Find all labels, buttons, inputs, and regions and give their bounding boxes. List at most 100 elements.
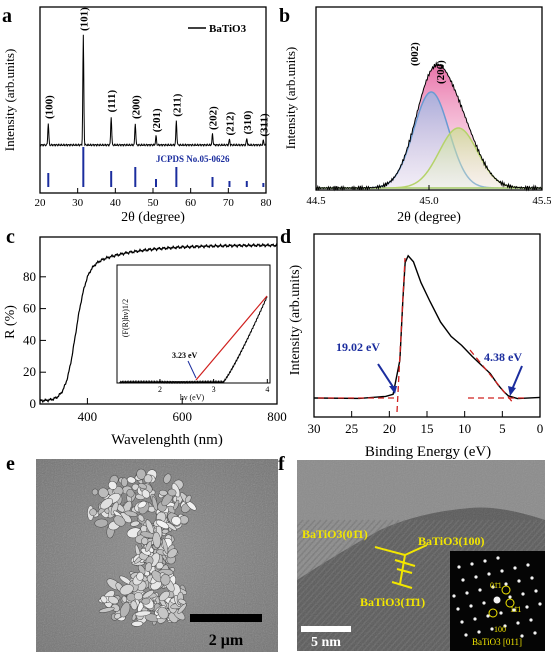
panel-c-ytick-label-1: 20: [23, 364, 36, 379]
panel-a-peak-label-6: (202): [208, 106, 220, 130]
panel-e-scale-label: 2 μm: [209, 632, 244, 649]
panel-f-saed-spot: [457, 565, 461, 569]
panel-e-particle: [144, 562, 153, 572]
panel-a-peak-label-4: (201): [151, 108, 163, 132]
panel-c-frame: [39, 236, 278, 405]
panel-c-xlabel: Wavelenghth (nm): [111, 432, 223, 448]
panel-c-inset-xtick-label-0: 2: [158, 385, 162, 394]
panel-a-xtick-label-5: 70: [223, 197, 235, 209]
panel-e-particle: [121, 595, 128, 603]
panel-label-c: c: [6, 226, 15, 248]
panel-f-saed-spot: [470, 562, 474, 566]
panel-e-particle: [173, 499, 180, 511]
panel-b-ylabel: Intensity (arb.units): [283, 47, 298, 150]
panel-e-particle: [142, 589, 154, 599]
panel-f-saed-spot: [483, 559, 487, 563]
panel-label-d: d: [280, 226, 291, 248]
panel-c-inset-arrow: [187, 360, 197, 379]
panel-d-edge-fit: [396, 257, 406, 413]
panel-d-frame: [313, 233, 541, 418]
panel-label-f: f: [278, 453, 285, 475]
panel-f-saed-spot: [513, 566, 517, 570]
panel-e-particle: [151, 496, 158, 511]
panel-e-particle: [98, 607, 115, 613]
panel-e-particle: [167, 548, 178, 559]
panel-f-saed-spot: [482, 601, 486, 605]
panel-e-particle: [177, 603, 187, 614]
panel-e-particle: [137, 514, 145, 522]
panel-e-sem-image: 2 μm: [36, 459, 278, 652]
panel-c-inset-ylabel: (F(R)hν)1/2: [121, 299, 130, 337]
panel-a-xtick-label-1: 30: [72, 197, 84, 209]
panel-c-inset-annotation: 3.23 eV: [172, 351, 198, 360]
panel-e-particle: [141, 597, 151, 605]
panel-c-xtick-label-2: 800: [267, 409, 287, 424]
panel-d-annotation-right: 4.38 eV: [484, 350, 522, 364]
panel-e-particle: [134, 610, 151, 617]
panel-f-saed-spot: [512, 608, 516, 612]
panel-label-b: b: [279, 5, 290, 27]
panel-f-saed-spot: [521, 592, 525, 596]
panel-c-ytick-label-3: 60: [23, 301, 36, 316]
panel-c-ytick-label-2: 40: [23, 332, 36, 347]
panel-f-saed-spot: [491, 585, 495, 589]
panel-e-particle: [100, 498, 114, 510]
panel-f-saed-spot: [529, 618, 533, 622]
panel-f-saed-spot: [486, 614, 490, 618]
panel-e-particle: [131, 620, 144, 627]
panel-a-xtick-label-3: 50: [148, 197, 160, 209]
panel-a-xtick-label-6: 80: [261, 197, 273, 209]
panel-f-saed-spot: [465, 591, 469, 595]
panel-d-xtick-label-5: 5: [499, 421, 506, 436]
panel-e-particle: [98, 487, 109, 498]
panel-e-particle: [126, 489, 135, 498]
panel-f-saed-spot: [473, 617, 477, 621]
panel-c-inset-ticks: 2 3 4: [158, 379, 269, 394]
panel-d-arrow-left: [377, 363, 396, 391]
panel-f-saed-spot: [456, 607, 460, 611]
panel-f-scale-bar: [301, 626, 351, 632]
panel-a-peak-label-3: (200): [130, 95, 142, 119]
panel-e-particle: [126, 476, 136, 484]
panel-a-legend-text: BaTiO3: [209, 23, 247, 35]
panel-e-particle: [141, 489, 151, 499]
panel-e-particle: [152, 531, 161, 549]
panel-d-xtick-label-6: 0: [537, 421, 544, 436]
panel-a-xlabel: 2θ (degree): [121, 210, 185, 225]
panel-d-xtick-label-3: 15: [421, 421, 434, 436]
panel-d-arrowhead-right: [508, 386, 516, 396]
panel-b-label-002: (002): [409, 42, 421, 66]
panel-f-lattice-arrows: [374, 544, 428, 589]
panel-c-reflectance-curve: [39, 242, 278, 404]
panel-d-xlabel: Binding Energy (eV): [365, 444, 491, 460]
panel-f-saed-spot: [517, 579, 521, 583]
panel-e-particle: [162, 538, 169, 554]
panel-e-particle: [137, 564, 146, 575]
panel-a-peak-label-1: (101): [78, 7, 90, 31]
panel-c-ytick-label-4: 80: [23, 269, 36, 284]
panel-a-peak-label-8: (310): [242, 110, 254, 134]
panel-d-xticks: 30 25 20 15 10 5 0: [308, 411, 544, 436]
panel-d-ups-curve: [313, 254, 541, 400]
panel-f-saed-spot: [474, 575, 478, 579]
panel-f-label-100: BaTiO3(100): [418, 534, 484, 548]
panel-d-ylabel: Intensity (arb.units): [288, 264, 303, 375]
panel-e-particle: [165, 522, 177, 531]
panel-f-saed-spot: [460, 620, 464, 624]
panel-b-label-200: (200): [435, 60, 447, 84]
panel-f-saed-spot: [477, 630, 481, 634]
panel-a-ylabel: Intensity (arb.units): [2, 49, 17, 152]
panel-d-vbm-fit: [469, 349, 515, 405]
panel-f-saed-spot: [469, 604, 473, 608]
panel-f-saed-spot: [461, 578, 465, 582]
panel-c-inset-xtick-label-1: 3: [212, 385, 216, 394]
panel-e-particle: [155, 519, 170, 529]
panel-a-xrd-curve: [39, 34, 267, 147]
panel-b-xtick-label-1: 45.0: [419, 195, 439, 207]
panel-f-saed-spot: [526, 563, 530, 567]
panel-e-particle: [145, 519, 154, 534]
panel-f-saed-spot: [496, 556, 500, 560]
panel-c-ytick-label-0: 0: [30, 396, 37, 411]
panel-d-xtick-label-4: 10: [458, 421, 471, 436]
panel-e-particle: [145, 540, 153, 552]
